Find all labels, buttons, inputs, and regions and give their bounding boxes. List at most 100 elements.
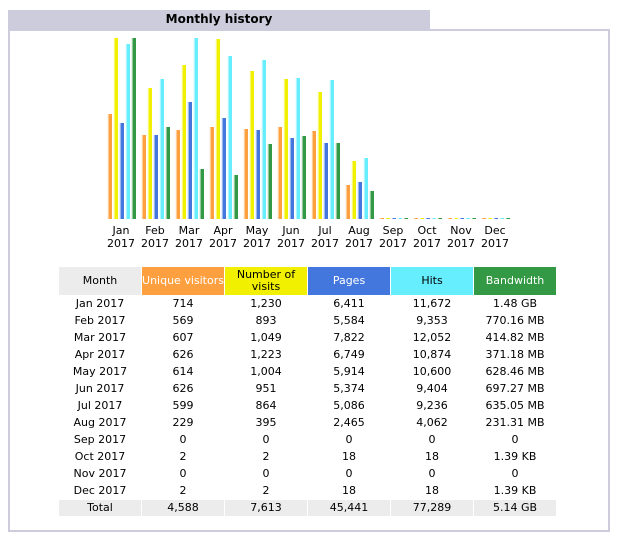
table-row: Aug 2017 229 395 2,465 4,062 231.31 MB (59, 415, 556, 431)
bar-bandwidth-jun (301, 136, 306, 219)
cell-bandwidth: 697.27 MB (485, 382, 545, 395)
bar-hits-jun (295, 78, 300, 219)
cell-hits: 9,236 (416, 399, 448, 412)
cell-unique-visitors: 614 (172, 365, 194, 378)
table-row: Mar 2017 607 1,049 7,822 12,052 414.82 MB (59, 330, 556, 346)
bar-unique-visitors-jun (277, 127, 282, 219)
cell-number-of-visits: 951 (255, 382, 277, 395)
total-bandwidth: 5.14 GB (474, 500, 556, 516)
cell-unique-visitors: 0 (179, 433, 187, 446)
cell-month: Feb 2017 (74, 314, 126, 327)
cell-hits: 10,600 (412, 365, 452, 378)
x-tick-year: 2017 (447, 237, 475, 250)
header-month: Month (59, 267, 141, 295)
cell-number-of-visits: 1,004 (250, 365, 282, 378)
cell-number-of-visits: 1,049 (250, 331, 282, 344)
total-unique-visitors: 4,588 (142, 500, 224, 516)
bar-number-of-visits-jun (283, 79, 288, 219)
table-row: Dec 2017 2 2 18 18 1.39 KB (59, 483, 556, 499)
x-tick-month: Feb (145, 224, 164, 237)
cell-unique-visitors: 599 (172, 399, 194, 412)
bar-hits-oct (431, 218, 436, 219)
bar-pages-aug (357, 182, 362, 219)
cell-bandwidth: 1.48 GB (492, 297, 538, 310)
bar-pages-feb (153, 135, 158, 219)
section-title-tab: Monthly history (8, 10, 430, 30)
total-month: Total (59, 500, 141, 516)
cell-bandwidth: 0 (511, 467, 519, 480)
cell-pages: 2,465 (333, 416, 365, 429)
x-tick-year: 2017 (345, 237, 373, 250)
cell-pages: 7,822 (333, 331, 365, 344)
bar-hits-apr (227, 56, 232, 219)
bar-pages-dec (493, 218, 498, 219)
cell-bandwidth: 414.82 MB (485, 331, 545, 344)
cell-unique-visitors: 569 (172, 314, 194, 327)
x-tick-year: 2017 (277, 237, 305, 250)
bar-number-of-visits-apr (215, 39, 220, 219)
cell-number-of-visits: 395 (255, 416, 277, 429)
cell-number-of-visits: 864 (255, 399, 277, 412)
cell-hits: 0 (428, 467, 436, 480)
bar-unique-visitors-dec (481, 218, 486, 219)
cell-unique-visitors: 0 (179, 467, 187, 480)
cell-bandwidth: 770.16 MB (485, 314, 545, 327)
cell-bandwidth: 371.18 MB (485, 348, 545, 361)
bar-number-of-visits-oct (419, 218, 424, 219)
x-tick-month: Jan (112, 224, 130, 237)
bar-pages-mar (187, 102, 192, 219)
cell-number-of-visits: 2 (262, 450, 270, 463)
bar-pages-apr (221, 118, 226, 219)
table-row: Jan 2017 714 1,230 6,411 11,672 1.48 GB (59, 296, 556, 312)
bar-number-of-visits-nov (453, 218, 458, 219)
x-tick-month: Nov (450, 224, 472, 237)
x-tick-month: May (246, 224, 269, 237)
cell-number-of-visits: 1,223 (250, 348, 282, 361)
section-title: Monthly history (165, 12, 273, 26)
bar-hits-mar (193, 38, 198, 219)
bar-hits-may (261, 60, 266, 219)
bar-bandwidth-dec (505, 218, 510, 219)
header-pages: Pages (308, 267, 390, 295)
x-tick-year: 2017 (413, 237, 441, 250)
cell-unique-visitors: 626 (172, 348, 194, 361)
cell-month: Jun 2017 (75, 382, 125, 395)
bar-pages-may (255, 130, 260, 219)
cell-hits: 11,672 (412, 297, 452, 310)
cell-hits: 4,062 (416, 416, 448, 429)
bar-bandwidth-mar (199, 169, 204, 219)
table-total-row: Total 4,588 7,613 45,441 77,289 5.14 GB (59, 500, 556, 516)
x-tick-year: 2017 (311, 237, 339, 250)
cell-unique-visitors: 2 (179, 484, 187, 497)
cell-month: Apr 2017 (74, 348, 126, 361)
header-hits: Hits (391, 267, 473, 295)
bar-hits-feb (159, 79, 164, 219)
cell-unique-visitors: 607 (172, 331, 194, 344)
x-tick-year: 2017 (175, 237, 203, 250)
cell-hits: 18 (425, 450, 439, 463)
bar-pages-jun (289, 138, 294, 219)
x-tick-year: 2017 (107, 237, 135, 250)
cell-unique-visitors: 229 (172, 416, 194, 429)
bar-hits-aug (363, 158, 368, 219)
total-pages: 45,441 (308, 500, 390, 516)
cell-month: Sep 2017 (73, 433, 127, 446)
cell-pages: 0 (345, 433, 353, 446)
x-tick-year: 2017 (379, 237, 407, 250)
bar-hits-jul (329, 80, 334, 219)
bar-unique-visitors-sep (379, 218, 384, 219)
bar-number-of-visits-aug (351, 161, 356, 219)
bar-bandwidth-sep (403, 218, 408, 219)
monthly-history-content: Jan 2017 Feb 2017 Mar 2017 Apr 2017 May 2017 Jun 20… (10, 31, 608, 530)
header-bandwidth: Bandwidth (474, 267, 556, 295)
cell-month: Dec 2017 (73, 484, 127, 497)
cell-pages: 18 (342, 450, 356, 463)
header-unique-visitors: Unique visitors (142, 267, 224, 295)
bar-unique-visitors-nov (447, 218, 452, 219)
cell-pages: 5,374 (333, 382, 365, 395)
bar-number-of-visits-sep (385, 218, 390, 219)
bar-bandwidth-apr (233, 175, 238, 219)
cell-month: Aug 2017 (73, 416, 127, 429)
x-tick-year: 2017 (243, 237, 271, 250)
bar-hits-sep (397, 218, 402, 219)
